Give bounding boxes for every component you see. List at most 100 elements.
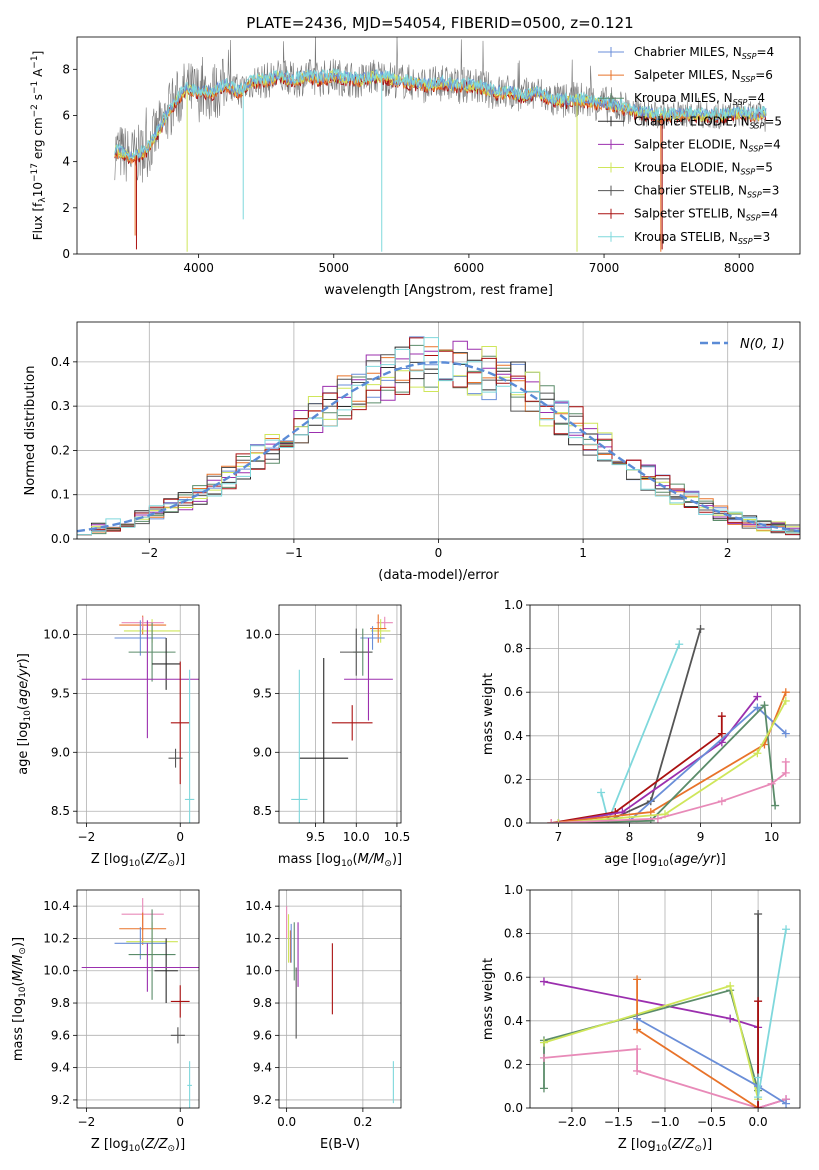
mass-weight-marker	[554, 819, 563, 823]
errorbars	[81, 615, 199, 823]
y-tick-label: 10.0	[43, 627, 70, 641]
mass-weight-marker	[767, 779, 776, 788]
mass-weight-marker	[781, 688, 790, 697]
residuals-panel: −2 −1 0 1 2 0.0 0.1 0.2 0.3 0.4 (data-model)/error…	[23, 321, 801, 583]
mass-weight-marker	[633, 1066, 642, 1075]
y-tick-label: 9.8	[253, 996, 272, 1010]
x-tick-label: 1	[579, 546, 587, 560]
x-axis-label: mass [log10(M/M⊙)]	[278, 852, 402, 869]
y-tick-label: 0.4	[504, 729, 523, 743]
y-tick-label: 0.4	[504, 1014, 523, 1028]
y-tick-label: 9.0	[253, 745, 272, 759]
mw_vs_Z-panel: −2.0 −1.5 −1.0 −0.5 0.0 0.0 0.2 0.4 0.6 0.8 1.0 mas…	[481, 883, 801, 1154]
mass-weight-marker	[539, 1038, 548, 1047]
x-tick-label: 0	[176, 830, 184, 844]
axes-frame	[529, 604, 801, 824]
x-tick-label: 10.5	[384, 830, 411, 844]
y-tick-label: 1.0	[504, 598, 523, 612]
x-tick-label: 8000	[724, 261, 755, 275]
y-tick-label: 0.8	[504, 642, 523, 656]
y-tick-label: 0.0	[504, 816, 523, 830]
mass_vs_ebv-panel: 0.0 0.2 9.2 9.4 9.6 9.8 10.0 10.2 10.4 E(B-V)	[245, 889, 402, 1152]
mass-weight-marker	[539, 1084, 548, 1093]
mass-weight-marker	[782, 925, 791, 934]
legend-label: Kroupa ELODIE, NSSP=5	[634, 161, 773, 177]
y-tick-label: 9.6	[253, 1028, 272, 1042]
mass-weight-marker	[633, 975, 642, 984]
mass-weight-marker	[547, 819, 556, 823]
legend-label: N(0, 1)	[740, 337, 785, 352]
x-axis-label: (data-model)/error	[378, 568, 499, 583]
x-tick-label: 9.5	[306, 830, 325, 844]
legend-label: Kroupa STELIB, NSSP=3	[634, 230, 770, 246]
x-tick-label: 10	[764, 830, 779, 844]
y-tick-label: 10.0	[245, 627, 272, 641]
axes-frame	[76, 36, 801, 255]
y-tick-label: 9.5	[253, 686, 272, 700]
y-tick-label: 0.1	[51, 488, 70, 502]
mass-weight-marker	[754, 909, 763, 918]
y-tick-label: 10.0	[245, 964, 272, 978]
x-tick-label: 7000	[589, 261, 620, 275]
x-axis-label: Z [log10(Z/Z⊙)]	[91, 1137, 185, 1154]
figure-title: PLATE=2436, MJD=54054, FIBERID=0500, z=0…	[246, 14, 633, 32]
x-tick-label: −2	[78, 1115, 96, 1129]
x-tick-label: 0	[435, 546, 443, 560]
histogram-series	[77, 337, 800, 539]
y-tick-label: 0.2	[504, 772, 523, 786]
x-tick-label: −2	[140, 546, 158, 560]
legend-label: Salpeter MILES, NSSP=6	[634, 68, 773, 84]
mass-weight-marker	[781, 729, 790, 738]
x-axis-label: Z [log10(Z/Z⊙)]	[91, 852, 185, 869]
mass-weight-series	[558, 700, 787, 823]
mass-weight-marker	[717, 729, 726, 738]
x-tick-label: 0.0	[277, 1115, 296, 1129]
x-tick-label: 0.2	[353, 1115, 372, 1129]
x-tick-label: −2.0	[557, 1115, 586, 1129]
mass-weight-marker	[781, 696, 790, 705]
mass-weight-lines	[547, 624, 790, 823]
y-tick-label: 10.0	[43, 964, 70, 978]
mass-weight-marker	[754, 1104, 763, 1108]
mass-weight-marker	[726, 981, 735, 990]
y-tick-label: 9.0	[51, 745, 70, 759]
y-axis-label: mass [log10(M/M⊙)]	[11, 937, 28, 1061]
legend-label: Chabrier STELIB, NSSP=3	[634, 184, 779, 200]
mass-weight-marker	[771, 801, 780, 810]
y-axis-label: mass weight	[481, 958, 496, 1040]
mass-weight-marker	[753, 703, 762, 712]
legend-label: Chabrier ELODIE, NSSP=5	[634, 114, 782, 130]
legend-label: Chabrier MILES, NSSP=4	[634, 45, 774, 61]
mass-weight-marker	[539, 1053, 548, 1062]
mass-weight-series	[607, 628, 702, 822]
age_vs_Z-panel: −2 0 8.5 9.0 9.5 10.0 Z [log10(Z/Z⊙)] age [log1…	[16, 604, 200, 869]
y-tick-label: 0	[62, 247, 70, 261]
mass-weight-marker	[754, 997, 763, 1006]
age_vs_mass-panel: 9.5 10.0 10.5 8.5 9.0 9.5 10.0 mass [log10(M/M⊙…	[245, 604, 411, 869]
x-tick-label: −0.5	[697, 1115, 726, 1129]
x-tick-label: 4000	[183, 261, 214, 275]
x-axis-label: age [log10(age/yr)]	[604, 852, 726, 869]
y-tick-label: 8.5	[51, 804, 70, 818]
errorbars	[291, 614, 393, 823]
mass-weight-marker	[753, 692, 762, 701]
mass-weight-series	[551, 716, 723, 823]
y-tick-label: 9.2	[51, 1093, 70, 1107]
y-tick-label: 10.2	[43, 931, 70, 945]
y-tick-label: 1.0	[504, 883, 523, 897]
x-tick-label: 7	[555, 830, 563, 844]
x-tick-label: 10.0	[343, 830, 370, 844]
y-tick-label: 0.2	[51, 443, 70, 457]
x-tick-label: −1	[285, 546, 303, 560]
mass-weight-marker	[726, 1014, 735, 1023]
errorbars	[286, 906, 394, 1104]
mass-weight-marker	[633, 1025, 642, 1034]
y-axis-label: age [log10(age/yr)]	[16, 653, 33, 775]
y-tick-label: 9.6	[51, 1028, 70, 1042]
axes-frame	[76, 889, 200, 1109]
mass-weight-marker	[781, 768, 790, 777]
x-tick-label: −1.5	[604, 1115, 633, 1129]
y-axis-label: mass weight	[481, 673, 496, 755]
y-tick-label: 0.6	[504, 685, 523, 699]
